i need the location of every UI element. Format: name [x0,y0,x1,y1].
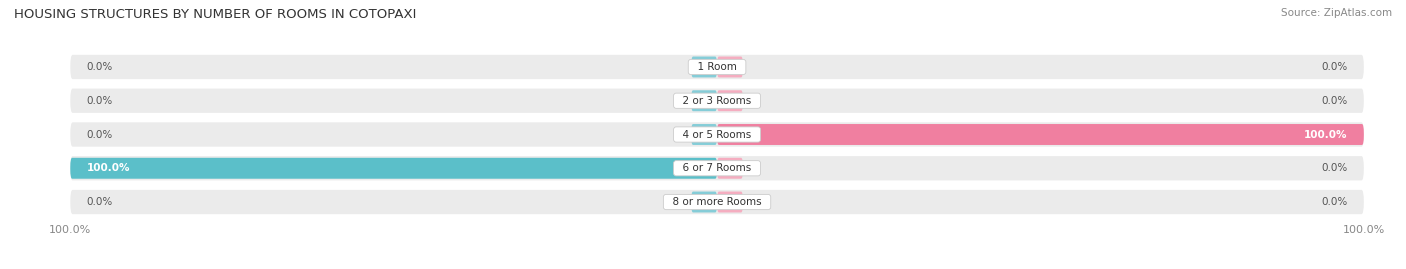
Text: 0.0%: 0.0% [86,62,112,72]
FancyBboxPatch shape [70,122,1364,147]
Text: 1 Room: 1 Room [690,62,744,72]
Text: Source: ZipAtlas.com: Source: ZipAtlas.com [1281,8,1392,18]
FancyBboxPatch shape [70,89,1364,113]
Text: 0.0%: 0.0% [1322,197,1347,207]
Text: 0.0%: 0.0% [86,197,112,207]
Text: HOUSING STRUCTURES BY NUMBER OF ROOMS IN COTOPAXI: HOUSING STRUCTURES BY NUMBER OF ROOMS IN… [14,8,416,21]
Text: 2 or 3 Rooms: 2 or 3 Rooms [676,96,758,106]
Text: 0.0%: 0.0% [86,129,112,140]
Text: 4 or 5 Rooms: 4 or 5 Rooms [676,129,758,140]
FancyBboxPatch shape [70,190,1364,214]
FancyBboxPatch shape [717,158,742,179]
FancyBboxPatch shape [717,90,742,111]
Text: 0.0%: 0.0% [1322,96,1347,106]
Text: 0.0%: 0.0% [86,96,112,106]
Text: 100.0%: 100.0% [1305,129,1347,140]
FancyBboxPatch shape [70,55,1364,79]
FancyBboxPatch shape [692,192,717,213]
FancyBboxPatch shape [70,156,1364,180]
Text: 0.0%: 0.0% [1322,62,1347,72]
FancyBboxPatch shape [692,56,717,77]
Text: 0.0%: 0.0% [1322,163,1347,173]
FancyBboxPatch shape [717,124,1364,145]
Text: 6 or 7 Rooms: 6 or 7 Rooms [676,163,758,173]
FancyBboxPatch shape [717,56,742,77]
Text: 100.0%: 100.0% [86,163,129,173]
FancyBboxPatch shape [70,158,717,179]
FancyBboxPatch shape [692,90,717,111]
FancyBboxPatch shape [717,192,742,213]
FancyBboxPatch shape [692,124,717,145]
Text: 8 or more Rooms: 8 or more Rooms [666,197,768,207]
